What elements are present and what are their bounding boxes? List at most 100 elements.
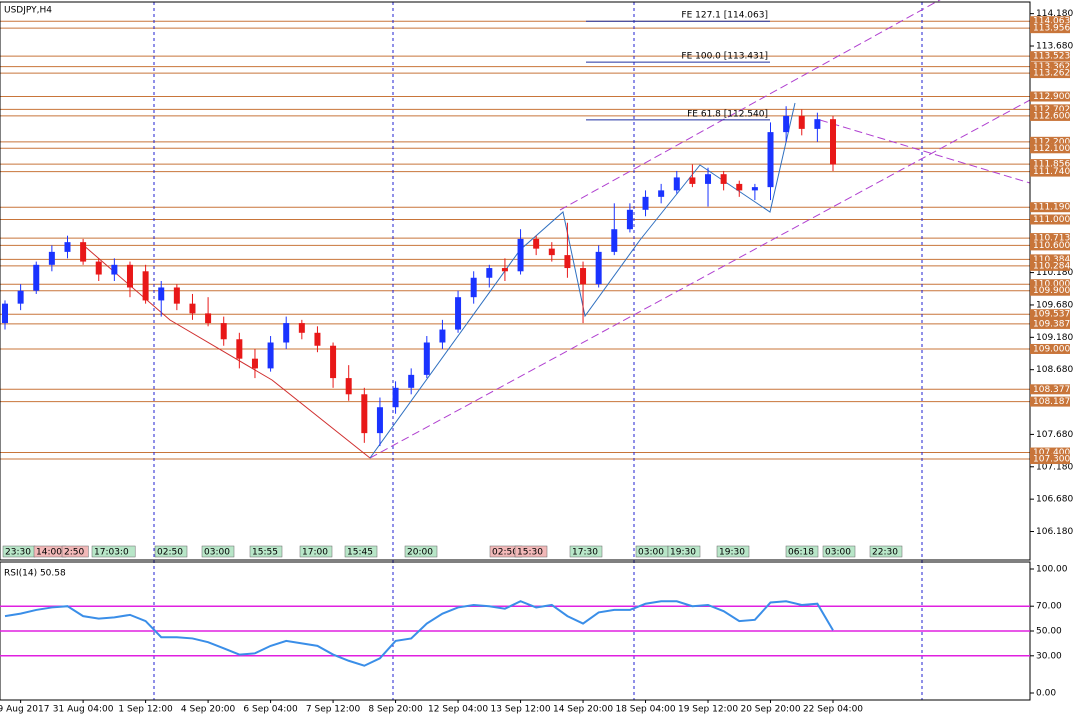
rsi-y-tick-label: 70.00 xyxy=(1036,602,1062,612)
time-tag-label: 02:50 xyxy=(492,548,518,558)
candle-body xyxy=(314,332,321,346)
candle-body xyxy=(486,268,493,278)
y-tick-label: 109.180 xyxy=(1036,333,1073,343)
level-tag: 111.740 xyxy=(1030,166,1070,177)
level-tag-box xyxy=(1030,143,1070,154)
y-tick-label: 114.180 xyxy=(1036,9,1073,19)
level-tag-box xyxy=(1030,309,1070,320)
x-tick-label: 13 Sep 12:00 xyxy=(491,705,551,715)
x-tick-label: 19 Sep 12:00 xyxy=(678,705,738,715)
candle-body xyxy=(48,251,55,265)
rsi-title: RSI(14) 50.58 xyxy=(4,569,66,579)
level-tag-label: 111.190 xyxy=(1033,203,1070,213)
candle-body xyxy=(95,261,102,275)
time-tag-box xyxy=(822,545,856,558)
level-tag-label: 112.100 xyxy=(1033,144,1070,154)
candle-body xyxy=(2,303,8,324)
level-tag-label: 113.362 xyxy=(1033,62,1070,72)
time-tag-box xyxy=(716,545,750,558)
chart-title: USDJPY,H4 xyxy=(4,6,52,16)
time-tag-box xyxy=(249,545,283,558)
candle-body xyxy=(751,187,758,191)
candle-body xyxy=(517,238,524,272)
candle-body xyxy=(798,115,805,129)
time-tag-label: 19:30 xyxy=(719,548,745,558)
rsi-line xyxy=(4,600,834,667)
level-tag-label: 112.702 xyxy=(1033,105,1070,115)
wave-lines xyxy=(81,102,796,459)
candle-body xyxy=(470,277,477,298)
y-tick-label: 106.180 xyxy=(1036,527,1073,537)
time-tag-label: 14:00 xyxy=(36,548,62,558)
candle-body xyxy=(345,378,352,395)
candle-body xyxy=(361,394,368,434)
level-tag: 112.900 xyxy=(1030,91,1070,102)
level-tag: 107.300 xyxy=(1030,454,1070,465)
y-tick-label: 108.680 xyxy=(1036,365,1073,375)
level-tag: 110.600 xyxy=(1030,240,1070,251)
level-tag-label: 112.200 xyxy=(1033,137,1070,147)
level-tag: 113.956 xyxy=(1030,23,1070,34)
candle-body xyxy=(80,242,87,262)
level-tag: 109.900 xyxy=(1030,285,1070,296)
level-tag-box xyxy=(1030,260,1070,271)
level-tag-label: 112.600 xyxy=(1033,111,1070,121)
x-tick-label: 6 Sep 04:00 xyxy=(243,705,298,715)
level-tag-box xyxy=(1030,166,1070,177)
fe-label: FE 127.1 [114.063] xyxy=(681,11,768,21)
level-tag: 109.000 xyxy=(1030,343,1070,354)
rsi-y-tick-label: 30.00 xyxy=(1036,651,1062,661)
candle-body xyxy=(173,287,180,304)
time-tag-label: 20:00 xyxy=(407,548,433,558)
level-tag-box xyxy=(1030,202,1070,213)
time-tag-label: 03:00 xyxy=(204,548,230,558)
level-tag-box xyxy=(1030,384,1070,395)
level-tag: 108.187 xyxy=(1030,396,1070,407)
channel-lines xyxy=(369,0,1031,459)
x-tick-label: 12 Sep 04:00 xyxy=(428,705,488,715)
candle-body xyxy=(455,297,462,330)
time-tag-label: 15:45 xyxy=(347,548,373,558)
level-tag-label: 110.600 xyxy=(1033,241,1070,251)
candle-body xyxy=(548,248,555,256)
candle-body xyxy=(126,264,133,288)
level-tag-box xyxy=(1030,454,1070,465)
fe-label: FE 100.0 [113.431] xyxy=(681,52,768,62)
level-tag-label: 109.387 xyxy=(1033,319,1070,329)
candle-body xyxy=(64,242,71,252)
x-tick-label: 29 Aug 2017 xyxy=(0,705,49,715)
level-tag-label: 107.400 xyxy=(1033,448,1070,458)
time-tag-label: 03:00 xyxy=(638,548,664,558)
time-tag-box xyxy=(514,545,548,558)
level-tag-box xyxy=(1030,254,1070,265)
candle-body xyxy=(658,190,665,197)
time-tag-box xyxy=(869,545,903,558)
candle-body xyxy=(439,329,446,343)
time-tag-box xyxy=(667,545,701,558)
level-tag-box xyxy=(1030,104,1070,115)
x-tick-label: 31 Aug 04:00 xyxy=(53,705,114,715)
time-tag-label: 06:18 xyxy=(788,548,814,558)
level-tag: 107.400 xyxy=(1030,447,1070,458)
level-tag: 113.362 xyxy=(1030,61,1070,72)
candle-body xyxy=(736,183,743,191)
level-tag-box xyxy=(1030,23,1070,34)
time-tag-label: 22:30 xyxy=(872,548,898,558)
x-tick-label: 4 Sep 20:00 xyxy=(181,705,236,715)
candle-body xyxy=(673,177,680,191)
time-tag-box xyxy=(299,545,333,558)
level-tag-box xyxy=(1030,159,1070,170)
candle-body xyxy=(564,255,571,269)
level-tag: 110.384 xyxy=(1030,254,1070,265)
level-tag: 113.523 xyxy=(1030,51,1070,62)
x-tick-label: 18 Sep 04:00 xyxy=(615,705,675,715)
level-tag: 112.100 xyxy=(1030,143,1070,154)
level-tag-label: 112.900 xyxy=(1033,92,1070,102)
fe-label: FE 61.8 [112.540] xyxy=(687,109,768,119)
level-tag-box xyxy=(1030,110,1070,121)
level-tag-box xyxy=(1030,318,1070,329)
level-tag: 110.000 xyxy=(1030,279,1070,290)
level-tag: 112.702 xyxy=(1030,104,1070,115)
candle-body xyxy=(689,177,696,184)
